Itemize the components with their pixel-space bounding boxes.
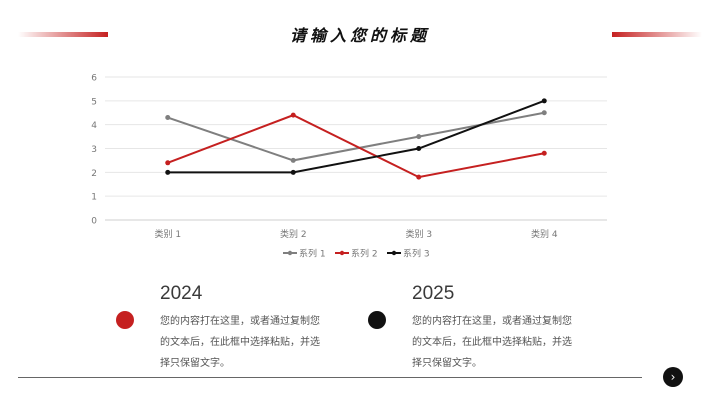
timeline-dot-2025 (368, 311, 386, 329)
series-2-point (541, 150, 547, 156)
series-1-point (541, 110, 547, 116)
legend-label: 系列 2 (351, 248, 378, 260)
timeline-year-2025: 2025 (412, 283, 455, 304)
series-3-point (165, 169, 171, 175)
y-tick-label: 3 (91, 145, 97, 155)
series-line-3 (167, 99, 545, 174)
y-tick-label: 6 (91, 74, 97, 84)
legend-label: 系列 1 (299, 248, 326, 260)
y-tick-label: 4 (91, 121, 97, 131)
series-2-point (290, 112, 296, 118)
line-chart: 0 1 2 3 4 5 6 类别 1 类别 2 类别 3 类别 4 系列 1 系列 2 系列 3 (91, 74, 607, 260)
timeline-year-2024: 2024 (160, 283, 203, 304)
series-line-1 (167, 111, 545, 162)
timeline-text-2024: 您的内容打在这里，或者通过复制您的文本后，在此框中选择粘贴，并选择只保留文字。 (160, 316, 320, 369)
chevron-right-icon: › (670, 370, 676, 384)
series-2-point (416, 174, 422, 180)
series-line-2 (167, 114, 545, 179)
x-tick-label: 类别 3 (405, 228, 432, 240)
x-tick-label: 类别 1 (154, 228, 181, 240)
series-3-point (416, 146, 422, 151)
x-tick-label: 类别 4 (531, 228, 558, 240)
legend-marker-3 (391, 250, 397, 256)
legend-label: 系列 3 (403, 248, 430, 260)
series-2-point (165, 160, 171, 166)
title-decoration-left (18, 32, 108, 37)
series-3-point (290, 169, 296, 175)
timeline-text-2025: 您的内容打在这里，或者通过复制您的文本后，在此框中选择粘贴，并选择只保留文字。 (412, 316, 572, 369)
y-tick-label: 0 (91, 217, 97, 227)
legend-marker-1 (287, 250, 293, 256)
page-title: 请输入您的标题 (289, 26, 430, 45)
x-tick-label: 类别 2 (280, 228, 307, 240)
timeline-dot-2024 (116, 311, 134, 329)
legend-marker-2 (339, 250, 345, 256)
footer-divider (18, 377, 642, 378)
next-slide-button[interactable]: › (663, 367, 683, 387)
series-1-point (290, 157, 296, 163)
series-1-point (416, 134, 422, 140)
y-tick-label: 1 (91, 193, 97, 203)
y-tick-label: 2 (91, 169, 97, 179)
series-1-point (165, 115, 171, 121)
title-decoration-right (612, 32, 702, 37)
y-tick-label: 5 (91, 97, 97, 107)
series-3-point (541, 98, 547, 104)
